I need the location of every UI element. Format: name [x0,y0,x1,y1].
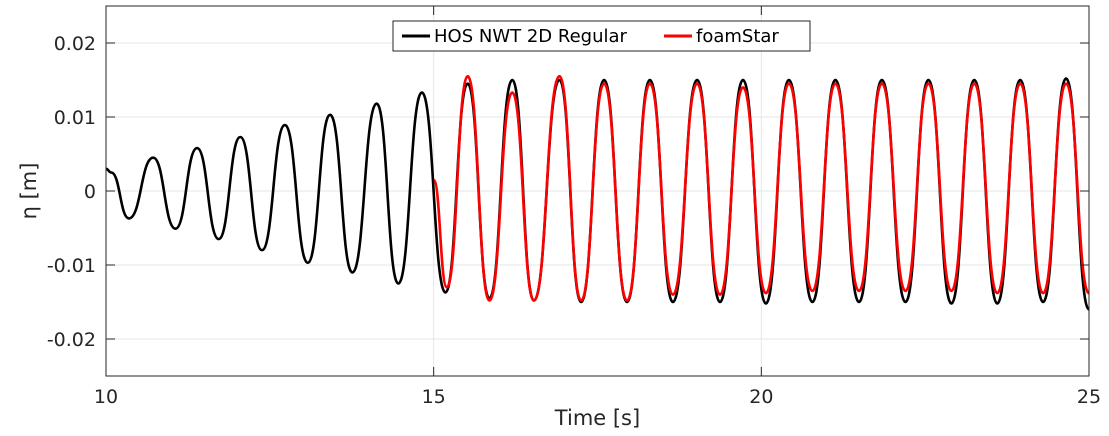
legend: HOS NWT 2D Regular foamStar [392,20,811,52]
y-tick-label: -0.02 [47,329,96,351]
y-tick-label: 0.02 [54,33,96,55]
series-layer [105,75,1091,311]
legend-label-foamstar: foamStar [696,26,779,47]
series-line-foamstar [432,75,1091,302]
x-tick-label: 20 [749,386,773,408]
x-axis-title: Time [s] [554,406,640,430]
y-axis-title: η [m] [17,163,41,220]
y-tick-label: 0 [84,181,96,203]
y-tick-label: 0.01 [54,107,96,129]
y-tick-label: -0.01 [47,255,96,277]
x-tick-label: 25 [1077,386,1101,408]
tick-labels: 10 15 20 25 0.02 0.01 0 -0.01 -0.02 [47,33,1101,408]
axis-ticks [105,6,1090,376]
x-tick-label: 15 [422,386,446,408]
x-tick-label: 10 [94,386,118,408]
grid-lines [105,6,1090,376]
legend-label-hos: HOS NWT 2D Regular [434,26,628,47]
legend-box [392,20,811,52]
